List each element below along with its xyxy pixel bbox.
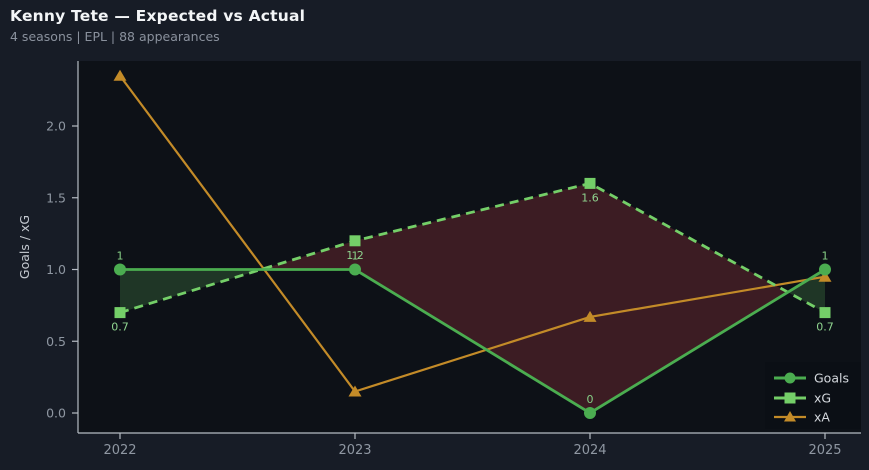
xa-marker — [348, 385, 362, 397]
xa-line — [119, 75, 826, 393]
y-tick-label: 1.5 — [46, 190, 66, 205]
fill-region-overperformance — [787, 269, 825, 313]
legend-xg-marker-icon — [784, 392, 796, 404]
x-tick-label: 2025 — [808, 443, 841, 458]
legend-goals-label: Goals — [814, 371, 849, 386]
xg-marker — [349, 235, 361, 247]
fill-region-underperformance — [590, 183, 788, 413]
y-tick-label: 0.0 — [46, 406, 66, 421]
xa-marker — [818, 270, 832, 282]
xa-marker — [583, 310, 597, 322]
xg-point-label: 1.2 — [346, 249, 364, 262]
legend-xa-label: xA — [814, 410, 830, 425]
goals-marker — [819, 263, 831, 276]
xg-marker — [584, 177, 596, 189]
chart-title: Kenny Tete — Expected vs Actual — [10, 7, 306, 25]
xa-marker — [113, 69, 127, 81]
x-tick-label: 2023 — [338, 443, 371, 458]
fill-region-underperformance — [355, 183, 590, 413]
xg-line — [119, 181, 826, 314]
goals-point-label: 0 — [587, 393, 594, 406]
goals-marker — [349, 263, 361, 276]
goals-point-label: 1 — [117, 250, 124, 263]
goals-line — [120, 268, 826, 415]
y-tick-label: 0.5 — [46, 334, 66, 349]
chart-subtitle: 4 seasons | EPL | 88 appearances — [10, 29, 220, 44]
x-tick-label: 2024 — [573, 443, 606, 458]
goals-marker — [584, 407, 596, 419]
legend-xa-marker-icon — [784, 411, 796, 422]
plot-area — [78, 61, 861, 433]
y-tick-label: 1.0 — [46, 262, 66, 277]
y-tick-label: 2.0 — [46, 119, 66, 134]
chart-header: Kenny Tete — Expected vs Actual 4 season… — [10, 7, 305, 44]
y-axis-title: Goals / xG — [17, 215, 32, 279]
goals-marker — [114, 263, 126, 276]
xg-marker — [819, 307, 831, 319]
xg-point-label: 0.7 — [816, 321, 834, 334]
goals-point-label: 1 — [352, 250, 359, 263]
xg-point-label: 0.7 — [111, 321, 129, 334]
xg-marker — [114, 307, 126, 319]
xg-point-label: 1.6 — [581, 191, 599, 204]
legend-goals-marker-icon — [784, 372, 796, 384]
legend-xg-label: xG — [814, 391, 831, 406]
x-tick-label: 2022 — [103, 443, 136, 458]
goals-point-label: 1 — [822, 250, 829, 263]
